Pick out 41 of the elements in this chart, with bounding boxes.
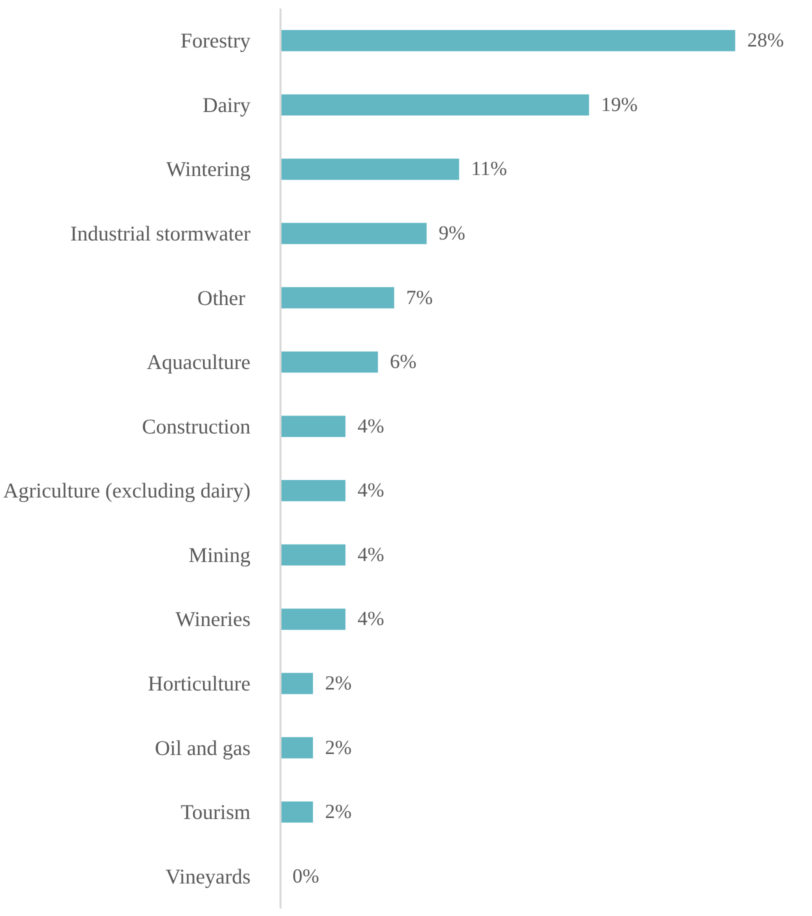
data-label: 4% bbox=[357, 415, 384, 438]
data-label: 6% bbox=[390, 351, 417, 374]
bar bbox=[280, 480, 346, 502]
bar bbox=[280, 737, 313, 758]
y-tick-label: Oil and gas bbox=[154, 736, 251, 760]
bar bbox=[280, 30, 736, 52]
data-label: 7% bbox=[406, 286, 433, 309]
y-tick-label: Agriculture (excluding dairy) bbox=[3, 478, 251, 503]
bar bbox=[280, 672, 313, 694]
y-tick-label: Horticulture bbox=[148, 672, 251, 696]
bar bbox=[280, 608, 346, 630]
data-label: 2% bbox=[324, 736, 352, 759]
y-tick-label: Mining bbox=[188, 542, 251, 567]
data-label: 4% bbox=[357, 480, 384, 502]
bar bbox=[280, 94, 590, 116]
bar bbox=[280, 801, 313, 823]
y-tick-label: Dairy bbox=[202, 92, 251, 117]
data-label: 2% bbox=[324, 672, 352, 694]
bar bbox=[280, 222, 427, 244]
y-tick-label: Aquaculture bbox=[146, 350, 251, 374]
bar bbox=[280, 544, 346, 566]
bar bbox=[280, 158, 460, 180]
data-label: 4% bbox=[357, 544, 384, 566]
data-label: 11% bbox=[471, 158, 508, 180]
data-label: 19% bbox=[601, 94, 638, 116]
data-label: 9% bbox=[438, 222, 466, 244]
y-tick-label: Construction bbox=[142, 414, 251, 438]
y-tick-label: Vineyards bbox=[165, 864, 250, 888]
data-label: 28% bbox=[747, 30, 784, 52]
bar bbox=[280, 416, 346, 437]
y-tick-label: Forestry bbox=[180, 28, 251, 53]
bar bbox=[280, 287, 394, 308]
data-label: 2% bbox=[324, 801, 352, 824]
y-tick-label: Tourism bbox=[180, 800, 251, 824]
bar bbox=[280, 351, 378, 373]
y-tick-label: Other bbox=[197, 286, 246, 310]
y-tick-label: Industrial stormwater bbox=[70, 222, 251, 246]
y-tick-label: Wintering bbox=[166, 157, 251, 182]
data-label: 4% bbox=[357, 608, 384, 630]
y-tick-label: Wineries bbox=[176, 607, 251, 632]
data-label: 0% bbox=[292, 865, 320, 888]
